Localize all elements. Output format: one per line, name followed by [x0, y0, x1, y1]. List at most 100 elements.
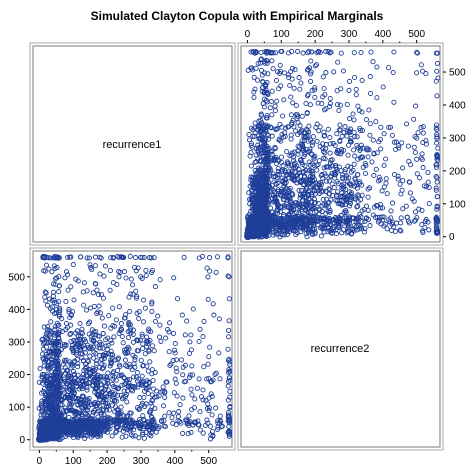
- data-point: [414, 135, 420, 141]
- data-point: [296, 75, 302, 81]
- data-point: [371, 172, 377, 179]
- data-point: [295, 201, 301, 207]
- data-point: [322, 92, 328, 98]
- data-point: [370, 137, 376, 143]
- data-point: [383, 156, 389, 162]
- data-point: [334, 131, 340, 137]
- data-point: [386, 124, 392, 131]
- data-point: [399, 140, 405, 146]
- data-point: [352, 183, 358, 189]
- data-point: [398, 191, 404, 197]
- data-point: [392, 146, 399, 153]
- data-point: [419, 207, 425, 213]
- data-point: [299, 209, 305, 215]
- data-point: [367, 74, 373, 80]
- data-point: [425, 179, 431, 185]
- data-point: [360, 154, 366, 160]
- data-point: [274, 210, 281, 216]
- data-point: [364, 147, 370, 153]
- data-point: [357, 127, 364, 133]
- data-point: [339, 133, 345, 139]
- data-point: [378, 124, 384, 130]
- data-point: [352, 74, 358, 81]
- data-point: [318, 172, 324, 179]
- data-point: [419, 228, 426, 234]
- data-point: [405, 143, 411, 149]
- data-point: [327, 50, 333, 56]
- data-point: [265, 71, 271, 77]
- data-point: [434, 50, 441, 56]
- data-point: [409, 196, 415, 202]
- variable-label-recurrence1: recurrence1: [103, 139, 162, 151]
- data-point: [304, 191, 310, 198]
- data-point: [391, 139, 397, 145]
- data-point: [269, 133, 275, 139]
- data-point: [398, 220, 404, 226]
- data-point: [290, 100, 296, 106]
- data-point: [362, 170, 369, 177]
- data-point: [433, 225, 440, 231]
- data-point: [281, 97, 287, 103]
- data-point: [403, 121, 410, 127]
- data-point: [251, 89, 257, 95]
- data-point: [298, 157, 304, 163]
- data-point: [255, 126, 261, 132]
- data-point: [367, 132, 373, 138]
- data-point: [433, 187, 439, 193]
- data-point: [283, 193, 289, 199]
- data-point: [337, 137, 343, 144]
- data-point: [302, 151, 308, 157]
- data-point: [252, 133, 258, 139]
- data-point: [353, 92, 359, 98]
- data-point: [380, 84, 386, 90]
- data-point: [286, 213, 292, 219]
- data-point: [434, 153, 440, 159]
- data-point: [413, 209, 419, 215]
- data-point: [312, 63, 318, 69]
- data-point: [363, 116, 369, 123]
- data-point: [308, 168, 315, 174]
- data-point: [312, 85, 318, 91]
- data-point: [414, 171, 420, 177]
- data-point: [362, 226, 368, 232]
- data-point: [351, 117, 357, 123]
- data-point: [342, 167, 348, 173]
- data-point: [282, 167, 288, 173]
- data-point: [300, 50, 306, 56]
- data-point: [277, 192, 283, 198]
- data-point: [396, 143, 402, 149]
- data-point: [327, 95, 333, 102]
- data-point: [302, 134, 309, 140]
- data-point: [297, 123, 303, 129]
- data-point: [258, 111, 264, 117]
- data-point: [279, 124, 285, 130]
- data-point: [368, 90, 374, 96]
- data-point: [347, 203, 353, 209]
- data-point: [355, 156, 361, 162]
- data-point: [344, 198, 350, 204]
- data-point: [426, 201, 432, 207]
- data-point: [346, 87, 352, 93]
- data-point: [400, 165, 406, 171]
- data-point: [306, 48, 312, 54]
- data-point: [289, 121, 295, 127]
- data-point: [414, 156, 420, 162]
- data-point: [249, 189, 255, 195]
- data-point: [334, 88, 340, 94]
- data-point: [433, 164, 440, 170]
- data-point: [264, 58, 270, 64]
- data-point: [323, 106, 329, 112]
- data-point: [388, 208, 394, 214]
- data-point: [262, 82, 269, 88]
- data-point: [336, 107, 342, 114]
- data-point: [312, 94, 318, 100]
- data-point: [280, 196, 286, 202]
- data-point: [414, 50, 421, 56]
- data-point: [390, 69, 396, 76]
- data-point: [414, 70, 420, 76]
- data-point: [269, 112, 275, 118]
- data-point: [287, 82, 293, 89]
- data-point: [314, 138, 320, 144]
- data-point: [276, 86, 282, 92]
- data-point: [435, 145, 441, 151]
